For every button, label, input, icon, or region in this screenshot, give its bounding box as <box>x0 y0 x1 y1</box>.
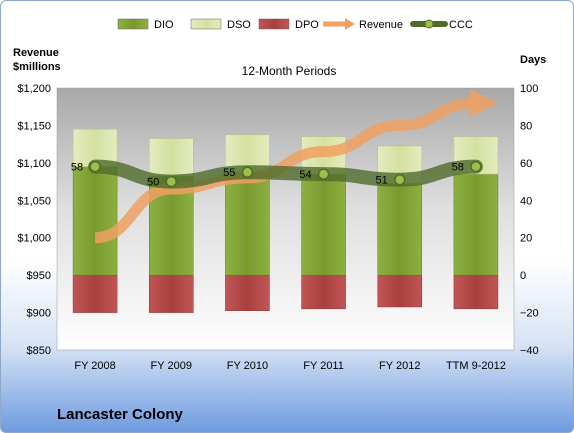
category-label: FY 2011 <box>303 360 344 372</box>
left-axis: $850 $900 $950 $1,000 $1,050 $1,100 $1,150 $1,2… <box>17 83 51 357</box>
right-tick-label: 80 <box>520 120 532 132</box>
legend-swatch <box>117 18 149 30</box>
legend-label: DPO <box>295 19 319 31</box>
dio-bar <box>453 173 499 276</box>
legend-label: DIO <box>154 19 174 31</box>
legend: DIO DSO DPO Revenue CCC <box>117 18 473 31</box>
legend-swatch <box>345 18 355 30</box>
left-tick-label: $900 <box>27 308 51 320</box>
legend-swatch <box>424 19 434 29</box>
ccc-series: 58 50 55 54 51 58 <box>71 159 483 189</box>
left-tick-label: $1,200 <box>17 83 51 95</box>
category-axis: FY 2008 FY 2009 FY 2010 FY 2011 FY 2012 TTM 9… <box>74 360 505 372</box>
revenue-arrowhead <box>469 88 498 117</box>
ccc-marker <box>394 173 406 186</box>
ccc-line <box>88 159 483 189</box>
right-tick-label: 60 <box>520 158 532 170</box>
left-axis-label-line2: $millions <box>13 61 61 73</box>
company-name: Lancaster Colony <box>57 406 183 423</box>
dio-bar <box>301 173 346 276</box>
category-label: FY 2008 <box>74 360 115 372</box>
category-label: FY 2012 <box>379 360 420 372</box>
legend-label: DSO <box>227 19 251 31</box>
dpo-bar <box>301 274 346 310</box>
ccc-data-label: 54 <box>299 169 311 181</box>
category-label: FY 2010 <box>227 360 268 372</box>
ccc-data-label: 58 <box>71 162 83 174</box>
dpo-bar <box>72 274 118 313</box>
right-tick-label: 20 <box>520 233 532 245</box>
legend-swatch <box>258 18 290 30</box>
category-label: TTM 9-2012 <box>446 360 506 372</box>
ccc-marker <box>470 160 482 173</box>
ccc-marker <box>165 175 177 188</box>
ccc-marker <box>241 166 254 178</box>
dio-bar <box>377 183 422 276</box>
left-tick-label: $1,050 <box>17 195 51 207</box>
dpo-bar <box>377 274 422 308</box>
legend-label: Revenue <box>359 19 403 31</box>
left-tick-label: $1,100 <box>17 158 51 170</box>
dpo-bar <box>225 274 270 311</box>
left-axis-label-line1: Revenue <box>13 47 59 59</box>
ccc-data-label: 55 <box>223 167 235 179</box>
dso-bar <box>149 138 194 177</box>
legend-label: CCC <box>449 19 473 31</box>
ccc-marker <box>317 168 330 180</box>
legend-swatch <box>190 18 222 30</box>
ccc-data-label: 50 <box>147 177 159 189</box>
left-tick-label: $1,000 <box>17 233 51 245</box>
left-tick-label: $950 <box>27 270 51 282</box>
dpo-bar <box>149 274 194 313</box>
bars <box>72 128 499 313</box>
ccc-data-label: 58 <box>452 162 464 174</box>
left-tick-label: $850 <box>27 345 51 357</box>
dio-bar <box>225 171 270 276</box>
dio-bar <box>72 166 118 276</box>
chart-title: 12-Month Periods <box>242 64 337 78</box>
right-tick-label: −40 <box>520 345 539 357</box>
left-tick-label: $1,150 <box>17 120 51 132</box>
right-tick-label: 0 <box>520 270 526 282</box>
right-tick-label: 40 <box>520 195 532 207</box>
right-tick-label: −20 <box>520 308 539 320</box>
right-axis-label: Days <box>520 54 546 66</box>
right-tick-label: 100 <box>520 83 538 95</box>
right-axis: −40 −20 0 20 40 60 80 100 <box>520 83 539 357</box>
ccc-data-label: 51 <box>376 175 388 187</box>
dpo-bar <box>453 274 499 310</box>
ccc-marker <box>89 160 101 173</box>
category-label: FY 2009 <box>151 360 192 372</box>
